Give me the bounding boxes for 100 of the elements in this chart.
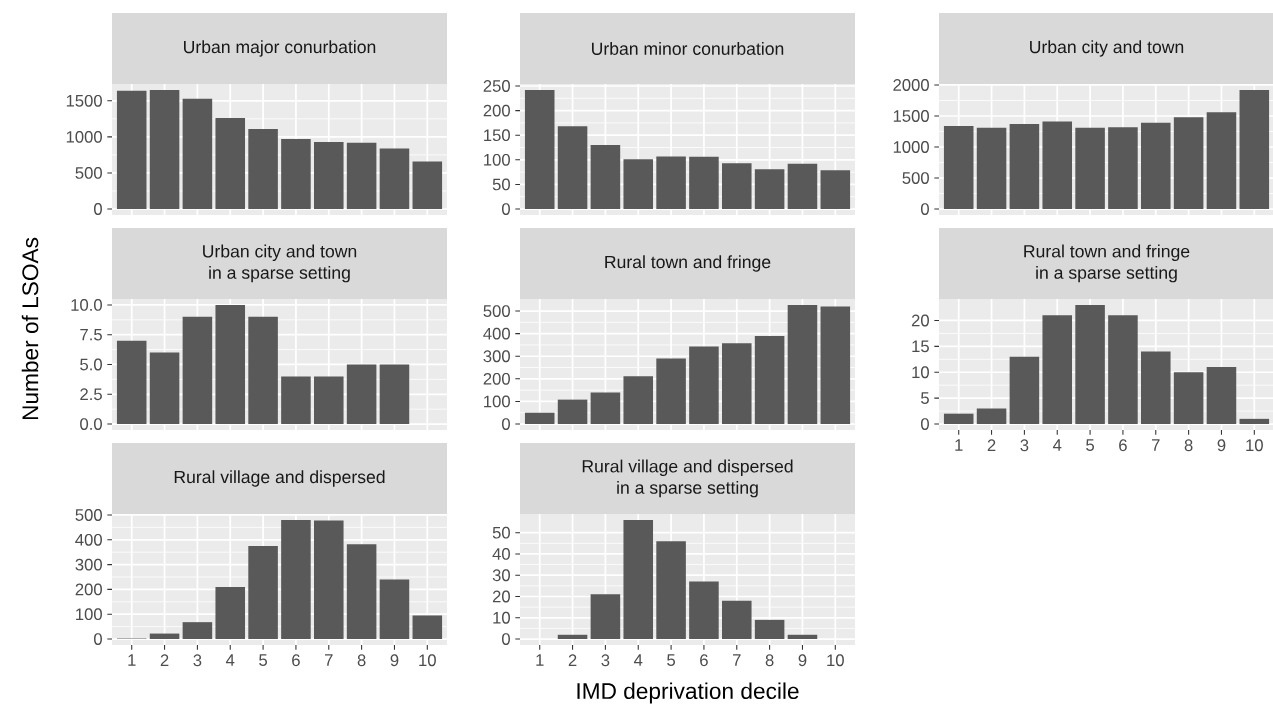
- x-axis-title: IMD deprivation decile: [577, 682, 799, 704]
- bar: [820, 306, 851, 425]
- y-tick-label: 50: [492, 178, 510, 191]
- bar: [248, 316, 278, 425]
- y-tick-label: 10: [493, 611, 510, 624]
- x-tick-label: 1: [536, 654, 544, 666]
- y-tick-label: 5.0: [80, 358, 102, 371]
- bar: [524, 412, 555, 425]
- x-tick-label: 9: [798, 654, 807, 667]
- bar: [1108, 127, 1138, 210]
- y-tick-label: 0: [502, 633, 510, 645]
- x-tick-label: 7: [1152, 439, 1160, 451]
- y-tick-label: 150: [484, 129, 510, 142]
- y-tick-label: 10.0: [71, 299, 102, 311]
- bar: [820, 170, 851, 210]
- bar: [1042, 121, 1073, 210]
- bar: [656, 358, 686, 425]
- x-tick-label: 5: [1086, 439, 1095, 451]
- x-tick-label: 6: [700, 654, 708, 667]
- y-tick-label: 200: [483, 372, 510, 385]
- y-tick-label: 300: [483, 350, 510, 363]
- x-tick-label: 5: [259, 654, 268, 666]
- y-tick-label: 1500: [66, 94, 102, 107]
- x-tick-label: 7: [325, 654, 333, 666]
- y-tick-label: 40: [492, 548, 510, 560]
- bar: [379, 148, 410, 209]
- y-tick-label: 15: [912, 340, 929, 353]
- chart-title: Rural village and dispersed: [174, 470, 385, 487]
- x-tick-label: 10: [827, 654, 844, 667]
- x-tick-label: 10: [419, 654, 436, 667]
- chart-subtitle: in a sparse setting: [1036, 265, 1177, 283]
- bar: [281, 519, 311, 640]
- y-tick-label: 500: [483, 305, 510, 317]
- bar: [1075, 127, 1105, 210]
- y-tick-label: 5: [921, 392, 929, 404]
- chart-subtitle: in a sparse setting: [617, 480, 758, 498]
- bar: [623, 376, 654, 425]
- bar: [1206, 367, 1237, 425]
- y-tick-label: 200: [75, 583, 102, 596]
- x-tick-label: 2: [568, 654, 577, 666]
- bar: [721, 600, 752, 640]
- bar: [248, 128, 278, 209]
- y-tick-label: 500: [902, 172, 929, 184]
- y-tick-label: 250: [483, 80, 510, 92]
- y-tick-label: 500: [75, 167, 102, 179]
- bar: [149, 352, 180, 425]
- y-tick-label: 1500: [893, 110, 929, 122]
- bar: [721, 163, 752, 210]
- bar: [754, 619, 785, 640]
- x-tick-label: 10: [1246, 439, 1263, 452]
- bar: [787, 163, 818, 210]
- bar: [943, 125, 974, 210]
- bar: [721, 343, 752, 425]
- x-tick-label: 4: [633, 654, 643, 666]
- x-tick-label: 6: [292, 654, 300, 667]
- y-tick-label: 300: [75, 558, 102, 571]
- bar: [182, 98, 213, 209]
- bar: [557, 126, 588, 210]
- x-tick-label: 3: [1020, 439, 1029, 452]
- bar: [524, 89, 555, 210]
- bar: [314, 376, 344, 425]
- bar: [976, 127, 1007, 210]
- bar: [149, 89, 180, 209]
- bar: [689, 156, 719, 210]
- chart-title: Rural village and dispersed: [582, 459, 793, 477]
- y-tick-label: 400: [75, 533, 102, 546]
- bar: [623, 519, 654, 640]
- bar: [1239, 89, 1270, 210]
- y-tick-label: 0: [921, 418, 929, 430]
- bar: [215, 586, 246, 640]
- bar: [182, 316, 213, 425]
- bar: [149, 633, 180, 640]
- x-tick-label: 9: [1217, 439, 1226, 452]
- y-tick-label: 2000: [893, 79, 929, 91]
- bar: [976, 408, 1007, 425]
- bar: [557, 634, 588, 640]
- x-tick-label: 5: [667, 654, 676, 666]
- bar: [412, 161, 443, 209]
- bar: [943, 413, 974, 425]
- y-tick-label: 200: [483, 104, 510, 117]
- bar: [590, 145, 621, 210]
- x-tick-label: 1: [128, 654, 136, 666]
- chart-title: Urban city and town: [1030, 40, 1184, 57]
- bar: [689, 346, 719, 425]
- y-tick-label: 100: [484, 153, 510, 166]
- y-tick-label: 7.5: [80, 328, 102, 341]
- bar: [1239, 418, 1270, 425]
- x-tick-label: 4: [225, 654, 235, 666]
- chart-title: Urban minor conurbation: [592, 42, 784, 55]
- bar: [1140, 122, 1171, 210]
- x-tick-label: 2: [987, 439, 996, 451]
- y-tick-label: 100: [484, 395, 510, 408]
- x-tick-label: 7: [733, 654, 741, 666]
- bar: [1140, 351, 1171, 425]
- bar: [346, 544, 377, 640]
- x-tick-label: 6: [1119, 439, 1127, 452]
- chart-title: Rural town and fringe: [605, 255, 771, 272]
- y-tick-label: 10: [912, 366, 929, 379]
- bar: [412, 615, 443, 640]
- bar: [346, 142, 377, 209]
